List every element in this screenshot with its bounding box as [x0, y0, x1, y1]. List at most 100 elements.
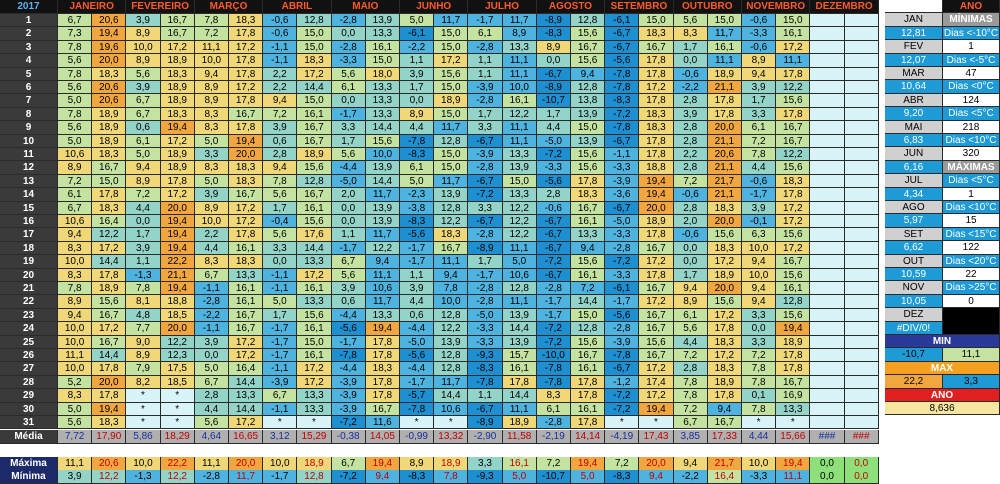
cell: -6,7: [468, 174, 503, 189]
cell: 1,1: [468, 389, 503, 403]
cell: -0,6: [742, 174, 777, 189]
cell: 10,0: [58, 255, 93, 269]
cell: 19,4: [160, 121, 195, 135]
cell: 13,3: [502, 40, 537, 55]
cell: 7,8: [263, 174, 298, 189]
cell: 16,7: [571, 40, 606, 55]
cell: -7,8: [331, 349, 366, 363]
cell: 5,6: [331, 268, 366, 282]
empty-cell: [844, 295, 879, 309]
cell: 5,0: [400, 14, 435, 28]
cell: 9,4: [742, 282, 777, 296]
cell: -7,8: [605, 349, 640, 363]
cell: 11,7: [365, 228, 400, 242]
empty-cell: [810, 107, 845, 122]
cell: -2,8: [468, 228, 503, 242]
maxima-cell: 10,0: [742, 457, 777, 471]
cell: 8,9: [673, 295, 708, 309]
cell: 13,3: [365, 27, 400, 41]
cell: 16,1: [571, 362, 606, 376]
stat-label: Dias >25°C: [943, 281, 1000, 295]
month-name: FEV: [885, 40, 943, 54]
cell: -3,9: [331, 402, 366, 416]
cell: -1,7: [742, 188, 777, 202]
cell: 13,9: [571, 134, 606, 148]
cell: 17,8: [776, 362, 811, 376]
stat-value: 1: [943, 187, 1000, 201]
cell: 15,7: [502, 349, 537, 363]
cell: 17,8: [92, 268, 127, 282]
cell: -7,8: [536, 362, 571, 376]
cell: 17,2: [639, 389, 674, 403]
cell: 11,1: [502, 67, 537, 81]
cell: -3,3: [605, 228, 640, 242]
cell: 2,8: [673, 161, 708, 175]
cell: 12,8: [502, 282, 537, 296]
cell: 18,9: [160, 148, 195, 162]
month-name: NOV: [885, 281, 943, 295]
cell: -2,8: [331, 14, 366, 28]
cell: 2,8: [673, 94, 708, 108]
side-blank: [885, 0, 943, 14]
cell: 5,0: [194, 134, 229, 148]
cell: 11,1: [502, 402, 537, 416]
cell: -0,6: [742, 40, 777, 55]
cell: 9,4: [434, 268, 469, 282]
cell: 9,4: [263, 161, 298, 175]
month-mean: 9,20: [885, 107, 943, 121]
cell: 15,0: [571, 121, 606, 135]
cell: 3,3: [263, 241, 298, 256]
day-label: 8: [0, 107, 58, 122]
month-header: MARÇO: [194, 0, 264, 14]
cell: 9,4: [673, 282, 708, 296]
media-cell: 11,58: [502, 430, 537, 445]
cell: 5,2: [58, 375, 93, 390]
cell: 0,0: [400, 94, 435, 108]
cell: -0,6: [263, 27, 298, 41]
cell: 7,2: [742, 349, 777, 363]
cell: 16,7: [297, 134, 332, 148]
cell: 17,2: [639, 255, 674, 269]
media-cell: 14,14: [571, 430, 606, 445]
empty-cell: [844, 335, 879, 349]
maxima-cell: 6,7: [331, 457, 366, 471]
cell: 9,4: [58, 308, 93, 323]
cell: 16,1: [571, 402, 606, 416]
cell: 16,7: [776, 255, 811, 269]
cell: *: [776, 416, 811, 430]
stat-value: 124: [943, 93, 1000, 108]
month-header: JUNHO: [400, 0, 469, 14]
cell: 8,9: [126, 27, 161, 41]
cell: 1,1: [126, 255, 161, 269]
cell: 17,8: [707, 107, 742, 122]
cell: 20,0: [707, 121, 742, 135]
cell: -1,7: [263, 322, 298, 336]
empty-cell: [810, 54, 845, 68]
cell: -0,6: [742, 14, 777, 28]
cell: 9,4: [742, 295, 777, 309]
cell: -4,4: [331, 362, 366, 376]
cell: 5,6: [673, 322, 708, 336]
cell: -1,1: [263, 282, 298, 296]
cell: -0,6: [673, 228, 708, 242]
cell: 14,4: [434, 389, 469, 403]
cell: 17,5: [160, 362, 195, 376]
cell: 17,8: [365, 375, 400, 390]
cell: 19,4: [92, 27, 127, 41]
cell: 17,2: [229, 81, 264, 95]
cell: 20,6: [92, 14, 127, 28]
minima-cell: 11,1: [776, 470, 811, 484]
cell: 16,7: [365, 402, 400, 416]
cell: -1,7: [400, 241, 435, 256]
cell: 17,2: [776, 40, 811, 55]
month-header: NOVEMBRO: [742, 0, 811, 14]
cell: 15,6: [571, 148, 606, 162]
cell: 5,0: [58, 402, 93, 416]
cell: 13,9: [502, 161, 537, 175]
cell: 9,4: [126, 161, 161, 175]
cell: 5,6: [673, 14, 708, 28]
cell: 15,0: [297, 335, 332, 349]
stat-label: Dias <10°C: [943, 134, 1000, 148]
cell: 2,2: [673, 148, 708, 162]
cell: 1,7: [468, 255, 503, 269]
